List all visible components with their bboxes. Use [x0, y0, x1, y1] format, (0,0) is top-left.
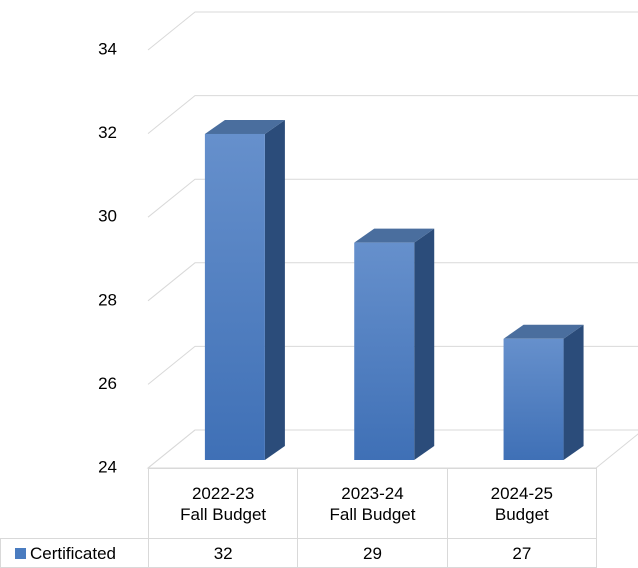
grid-line — [147, 345, 638, 385]
x-tick-label: 2024-25 Budget — [446, 468, 597, 539]
bar-front — [204, 133, 265, 460]
data-label: 29 — [297, 538, 448, 568]
bar — [503, 324, 584, 460]
bar — [354, 228, 435, 460]
data-label: 32 — [148, 538, 299, 568]
y-tick-label: 24 — [98, 457, 117, 476]
grid-line — [147, 95, 638, 134]
y-tick-label: 30 — [98, 207, 117, 226]
bar-side — [414, 228, 435, 460]
y-tick-label: 26 — [98, 374, 117, 393]
bar-top — [204, 119, 285, 134]
legend-entry: Certificated — [0, 538, 149, 568]
bar-front — [503, 338, 564, 460]
bar — [204, 119, 285, 461]
grid-line — [147, 429, 638, 469]
y-tick-label: 32 — [98, 123, 117, 142]
bar-side — [264, 119, 285, 461]
x-tick-label: 2023-24 Fall Budget — [297, 468, 448, 539]
bar-side — [563, 324, 584, 460]
legend-swatch — [15, 547, 26, 559]
data-label: 27 — [446, 538, 597, 568]
grid-line — [147, 178, 638, 218]
grid-line — [147, 262, 638, 302]
y-tick-label: 28 — [98, 290, 117, 309]
bar-front — [354, 242, 415, 460]
grid-line — [147, 11, 638, 51]
legend-label: Certificated — [30, 543, 116, 563]
y-tick-label: 34 — [98, 39, 117, 58]
x-tick-label: 2022-23 Fall Budget — [148, 468, 299, 539]
bar-top — [503, 324, 584, 339]
bar-top — [354, 228, 435, 243]
